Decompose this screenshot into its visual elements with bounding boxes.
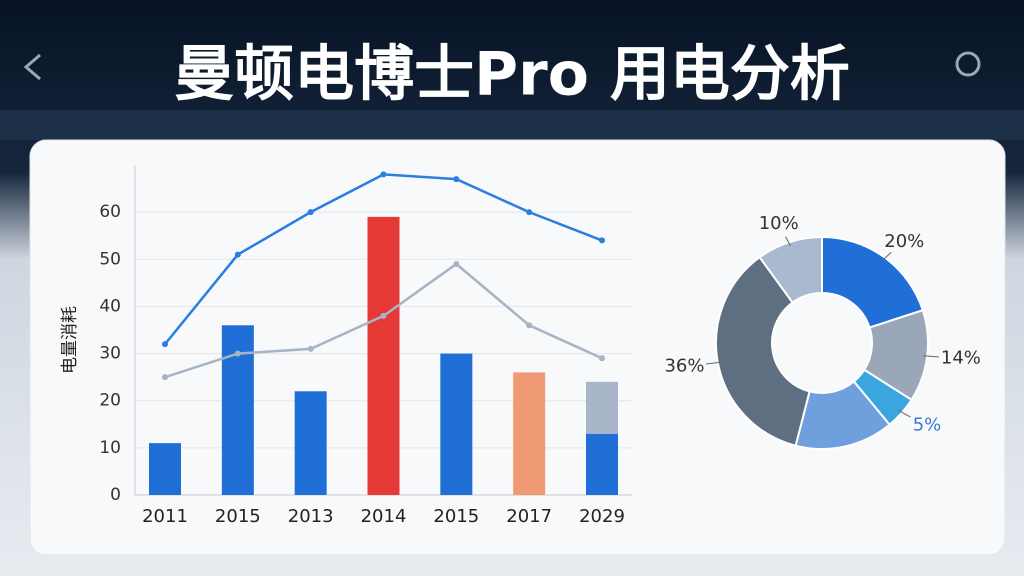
line-point — [162, 374, 168, 381]
pie-label: 5% — [913, 415, 942, 436]
y-tick-label: 20 — [99, 391, 121, 411]
bar — [294, 391, 327, 495]
x-tick-label: 2017 — [506, 506, 552, 527]
pie-slice — [715, 255, 811, 447]
y-axis-label: 电量消耗 — [60, 306, 80, 374]
bar — [367, 216, 400, 495]
y-tick-label: 10 — [99, 438, 121, 458]
toolbar — [0, 110, 1024, 140]
pie-slice — [821, 235, 925, 329]
y-tick-label: 60 — [99, 202, 121, 222]
line-point — [453, 176, 460, 183]
y-tick-label: 50 — [99, 249, 121, 269]
x-tick-label: 2015 — [433, 506, 479, 527]
y-tick-label: 40 — [99, 296, 121, 316]
leader-line — [923, 355, 940, 358]
line-point — [599, 237, 605, 244]
line-point — [234, 251, 241, 258]
line-point — [599, 355, 605, 362]
bar — [440, 353, 473, 495]
pie-label: 14% — [941, 348, 981, 369]
line-point — [307, 209, 314, 216]
x-tick-label: 2029 — [579, 506, 625, 527]
x-tick-label: 2014 — [361, 506, 407, 527]
pie-label: 10% — [759, 213, 799, 234]
leader-line — [706, 361, 722, 365]
line-point — [234, 350, 241, 357]
bar — [586, 433, 618, 495]
leader-line — [881, 252, 892, 261]
bar — [513, 372, 546, 495]
leader-line — [785, 236, 791, 247]
line-point — [453, 261, 460, 267]
bar — [586, 381, 618, 434]
charts: 0 10 20 30 40 50 60 电量消耗 2011 2015 2013 2014 2015 201… — [60, 165, 981, 527]
y-tick-label: 30 — [99, 344, 121, 364]
back-icon[interactable] — [23, 53, 41, 81]
leader-line — [898, 410, 911, 418]
line-point — [526, 322, 533, 329]
search-icon[interactable] — [955, 51, 981, 77]
line-point — [380, 171, 387, 178]
line-point — [380, 312, 387, 319]
chart-card — [29, 139, 1006, 556]
pie-label: 20% — [884, 231, 924, 252]
line-point — [162, 341, 168, 348]
x-tick-label: 2013 — [288, 506, 334, 527]
x-tick-label: 2015 — [215, 506, 261, 527]
pie-slice — [758, 235, 823, 304]
line-point — [526, 209, 533, 216]
page-title: 曼顿电博士Pro 用电分析 — [174, 40, 850, 110]
bar — [149, 443, 181, 495]
pie-label: 36% — [664, 355, 704, 376]
y-tick-label: 0 — [110, 485, 121, 505]
line-point — [307, 345, 314, 352]
x-tick-label: 2011 — [142, 506, 188, 527]
